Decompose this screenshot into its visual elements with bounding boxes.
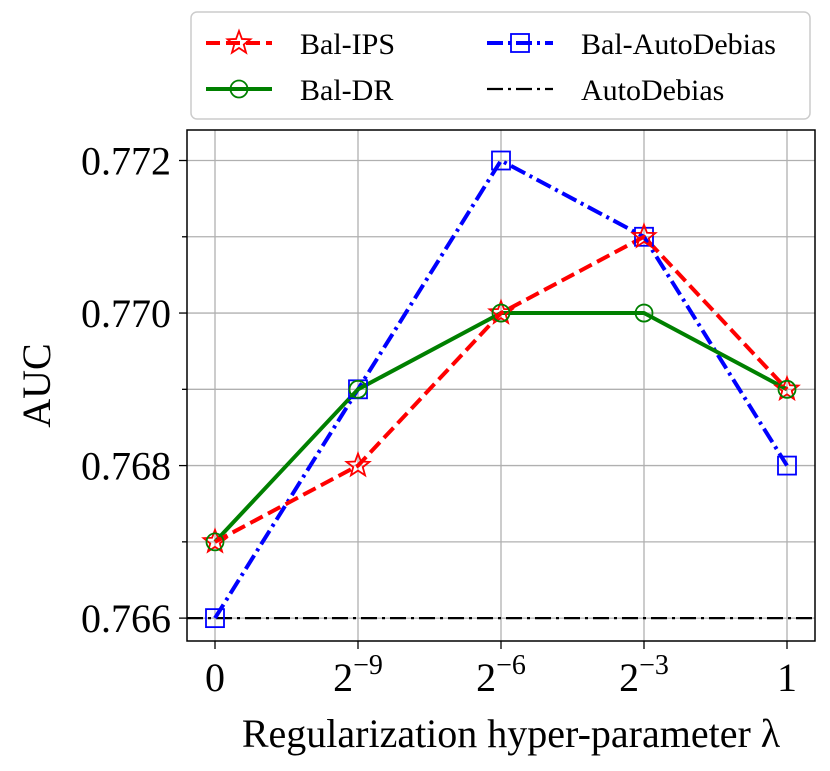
legend-box: [190, 11, 811, 120]
y-tick-label: 0.770: [81, 291, 171, 336]
series-lines: [187, 158, 815, 620]
data-point-bal-ips-1: [344, 450, 372, 478]
series-line-bal-autodebias: [213, 158, 789, 620]
y-axis-title: AUC: [14, 343, 59, 427]
x-axis-title: Regularization hyper-parameter λ: [242, 711, 781, 756]
x-tick-label: 2−6: [476, 650, 526, 700]
legend-marker-bal-autodebias: [510, 33, 530, 53]
legend-marker-bal-ips: [225, 28, 253, 55]
data-point-bal-autodebias-0: [205, 608, 225, 629]
data-point-bal-dr-1: [348, 379, 368, 399]
x-tick-label: 2−3: [619, 650, 669, 700]
y-tick-label: 0.766: [81, 596, 171, 641]
legend-label-bal-dr: Bal-DR: [300, 74, 393, 107]
legend-label-autodebias: AutoDebias: [581, 74, 724, 107]
data-point-bal-dr-2: [491, 303, 511, 323]
series-line-bal-ips: [214, 234, 789, 544]
data-point-bal-dr-4: [777, 379, 797, 399]
legend: Bal-IPS Bal-DR Bal-AutoDebias AutoDebias: [190, 11, 811, 120]
legend-marker-bal-dr: [229, 79, 249, 99]
y-tick-label: 0.768: [81, 444, 171, 489]
data-point-bal-autodebias-3: [634, 226, 654, 247]
y-axis: 0.766 0.768 0.770 0.772: [81, 139, 187, 641]
grid-lines: [187, 130, 815, 641]
x-tick-label: 2−9: [333, 650, 383, 700]
legend-label-bal-ips: Bal-IPS: [300, 28, 395, 61]
x-tick-label: 0: [205, 655, 225, 700]
x-tick-label: 1: [777, 655, 797, 700]
x-axis: 0 2−9 2−6 2−3 1: [205, 641, 797, 700]
data-point-bal-dr-3: [634, 303, 654, 323]
legend-label-bal-autodebias: Bal-AutoDebias: [581, 28, 776, 61]
data-point-bal-dr-0: [205, 532, 225, 552]
series-markers: [201, 150, 801, 629]
data-point-bal-ips-3: [630, 222, 658, 249]
y-tick-label: 0.772: [81, 139, 171, 184]
data-point-bal-autodebias-4: [777, 455, 797, 476]
data-point-bal-autodebias-2: [491, 150, 511, 171]
